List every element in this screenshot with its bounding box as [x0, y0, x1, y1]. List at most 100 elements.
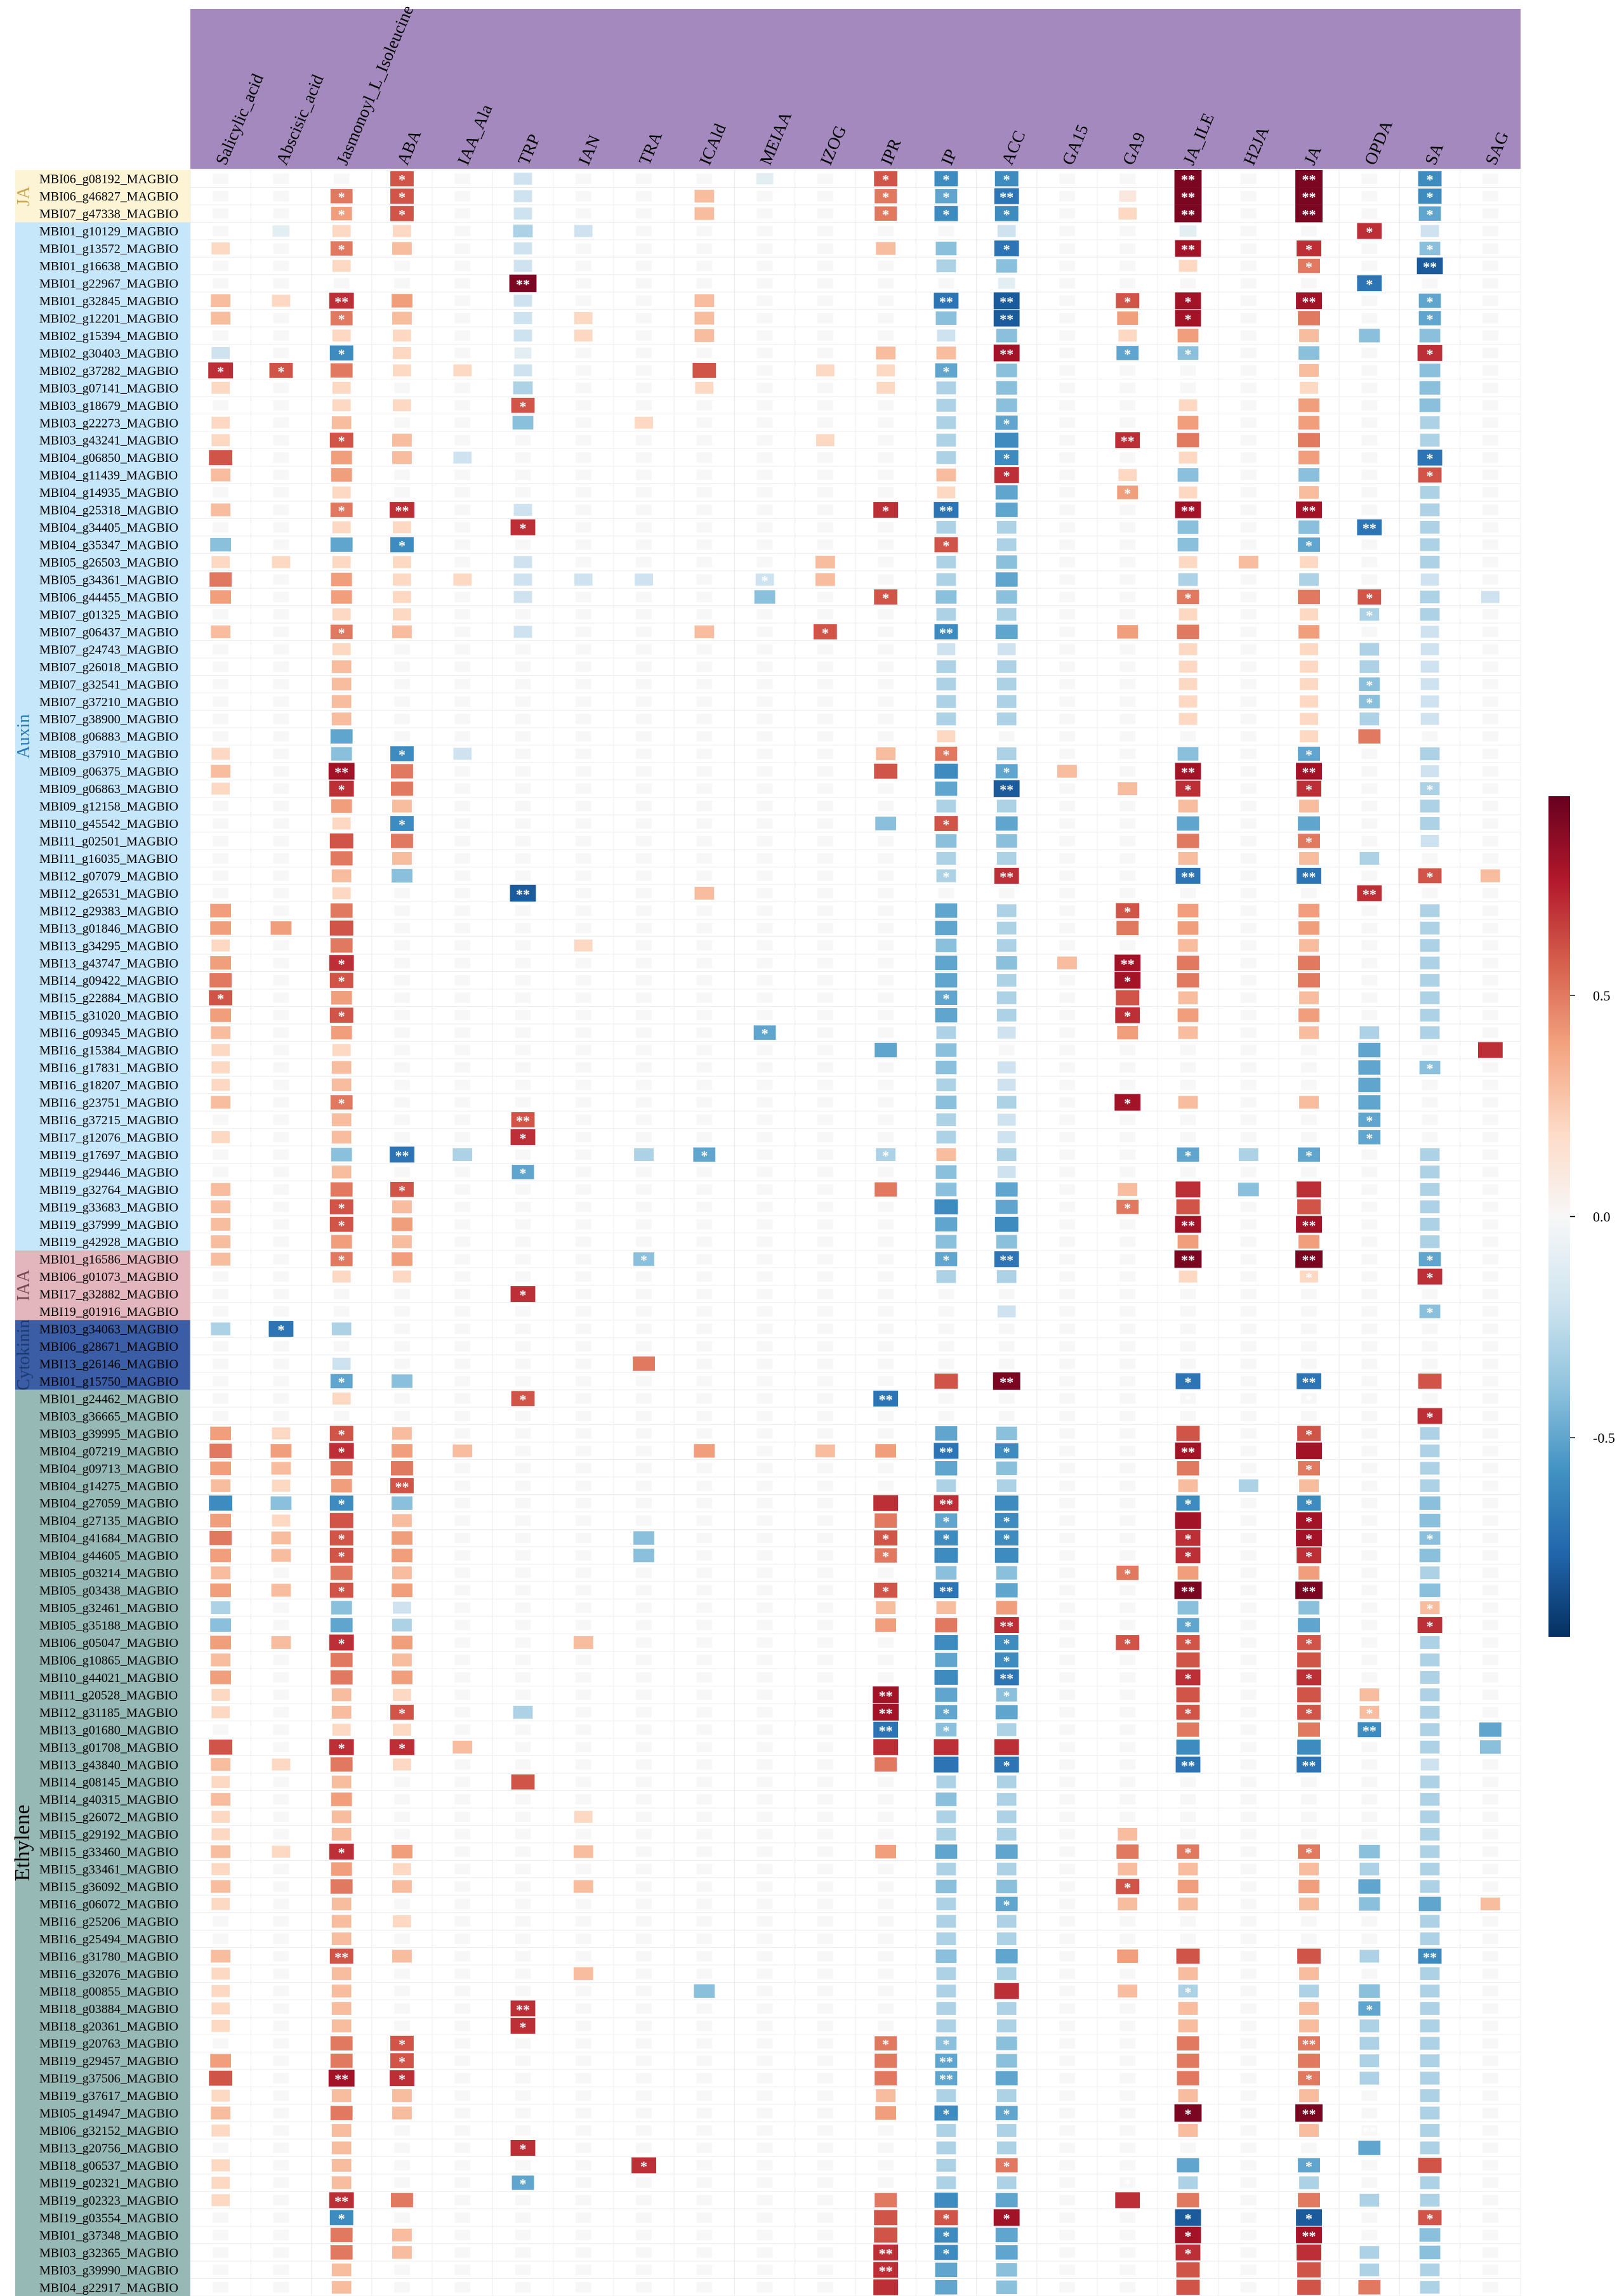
- heatmap-cell: [454, 1254, 471, 1264]
- heatmap-cell: [817, 853, 833, 864]
- heatmap-cell: [392, 1618, 412, 1632]
- heatmap-cell: [1359, 2246, 1380, 2259]
- heatmap-cell: [331, 2141, 352, 2155]
- heatmap-cell: [515, 1655, 531, 1665]
- heatmap-cell: [1119, 1428, 1136, 1439]
- heatmap-cell: [1422, 278, 1438, 289]
- heatmap-cell: [512, 1165, 534, 1179]
- heatmap-cell: [694, 190, 715, 203]
- heatmap-cell: [515, 1097, 531, 1108]
- heatmap-cell: [512, 416, 534, 430]
- heatmap-cell: [331, 1862, 352, 1876]
- heatmap-cell: [213, 731, 229, 742]
- heatmap-cell: [392, 1548, 413, 1563]
- heatmap-cell: [696, 1027, 713, 1038]
- heatmap-cell: [1119, 2073, 1136, 2083]
- significance-mark: *: [1185, 1391, 1192, 1407]
- heatmap-cell: [696, 1184, 713, 1195]
- heatmap-cell: [756, 1898, 773, 1910]
- heatmap-cell: [1358, 1077, 1381, 1092]
- heatmap-cell: [273, 1620, 289, 1630]
- heatmap-cell: [211, 939, 230, 952]
- heatmap-cell: [875, 2071, 897, 2085]
- heatmap-cell: [696, 2090, 713, 2101]
- heatmap-cell: [1420, 991, 1440, 1004]
- heatmap-cell: [331, 712, 352, 726]
- heatmap-cell: [273, 1898, 289, 1910]
- heatmap-cell: [1119, 870, 1136, 881]
- heatmap-cell: [1420, 1880, 1440, 1893]
- heatmap-cell: [1420, 2176, 1440, 2189]
- heatmap-cell: [1482, 1933, 1498, 1945]
- row-label: MBI05_g03438_MAGBIO: [39, 1584, 178, 1598]
- heatmap-cell: [995, 485, 1018, 500]
- heatmap-cell: [575, 1620, 591, 1630]
- heatmap-cell: [817, 522, 833, 533]
- significance-mark: *: [1003, 1636, 1010, 1651]
- heatmap-cell: [1240, 243, 1257, 254]
- heatmap-cell: [1361, 1271, 1378, 1282]
- heatmap-cell: [1482, 992, 1498, 1003]
- heatmap-cell: [573, 1880, 593, 1893]
- heatmap-cell: [1358, 2141, 1381, 2155]
- heatmap-cell: [1119, 260, 1136, 272]
- significance-mark: *: [1003, 1688, 1010, 1703]
- heatmap-cell: [1119, 713, 1136, 725]
- heatmap-cell: [1240, 1567, 1257, 1578]
- heatmap-cell: [515, 1863, 531, 1875]
- heatmap-cell: [1420, 1688, 1440, 1702]
- significance-mark: *: [1305, 1391, 1312, 1407]
- heatmap-cell: [696, 1655, 713, 1665]
- heatmap-cell: [998, 1044, 1015, 1056]
- heatmap-cell: [1059, 2108, 1075, 2118]
- heatmap-cell: [575, 1655, 591, 1665]
- heatmap-cell: [1299, 1984, 1319, 1998]
- row-label: MBI09_g06863_MAGBIO: [39, 782, 178, 796]
- heatmap-cell: [393, 346, 411, 359]
- heatmap-cell: [213, 2282, 229, 2293]
- heatmap-cell: [515, 1009, 531, 1021]
- row-label: MBI13_g01708_MAGBIO: [39, 1741, 178, 1755]
- heatmap-cell: [331, 695, 352, 708]
- heatmap-cell: [1059, 1602, 1075, 1613]
- heatmap-cell: [1420, 1235, 1440, 1249]
- heatmap-cell: [756, 2194, 773, 2206]
- heatmap-cell: [515, 661, 531, 672]
- heatmap-cell: [1482, 1236, 1498, 1247]
- heatmap-cell: [1240, 609, 1257, 620]
- heatmap-cell: [756, 1585, 773, 1596]
- heatmap-cell: [1116, 921, 1139, 936]
- heatmap-cell: [211, 468, 231, 482]
- heatmap-cell: [1297, 1373, 1321, 1389]
- heatmap-cell: [1240, 1707, 1257, 1718]
- row-label: MBI19_g37999_MAGBIO: [39, 1218, 178, 1232]
- heatmap-cell: [575, 888, 591, 899]
- heatmap-cell: [696, 1289, 713, 1299]
- heatmap-cell: [696, 748, 713, 759]
- significance-mark: *: [1366, 695, 1373, 711]
- heatmap-cell: [1357, 589, 1382, 605]
- heatmap-cell: [394, 1009, 410, 1021]
- heatmap-cell: [273, 348, 289, 358]
- heatmap-cell: [330, 537, 353, 552]
- heatmap-cell: [1298, 468, 1319, 482]
- heatmap-cell: [515, 1689, 531, 1700]
- heatmap-cell: [817, 1236, 833, 1247]
- significance-mark: **: [1302, 1374, 1316, 1390]
- heatmap-cell: [1297, 1199, 1321, 1215]
- heatmap-cell: [390, 1146, 414, 1163]
- heatmap-cell: [1419, 2245, 1441, 2260]
- significance-mark: **: [1121, 956, 1135, 972]
- significance-mark: **: [879, 1391, 893, 1407]
- heatmap-cell: [878, 469, 894, 480]
- heatmap-cell: [273, 888, 289, 899]
- heatmap-cell: [878, 225, 894, 237]
- heatmap-cell: [817, 2090, 833, 2101]
- heatmap-cell: [756, 1933, 773, 1945]
- heatmap-cell: [636, 1323, 652, 1334]
- heatmap-cell: [331, 1915, 352, 1928]
- heatmap-cell: [211, 1026, 231, 1039]
- heatmap-cell: [817, 1986, 833, 1997]
- heatmap-cell: [935, 2071, 958, 2085]
- heatmap-cell: [1119, 748, 1136, 759]
